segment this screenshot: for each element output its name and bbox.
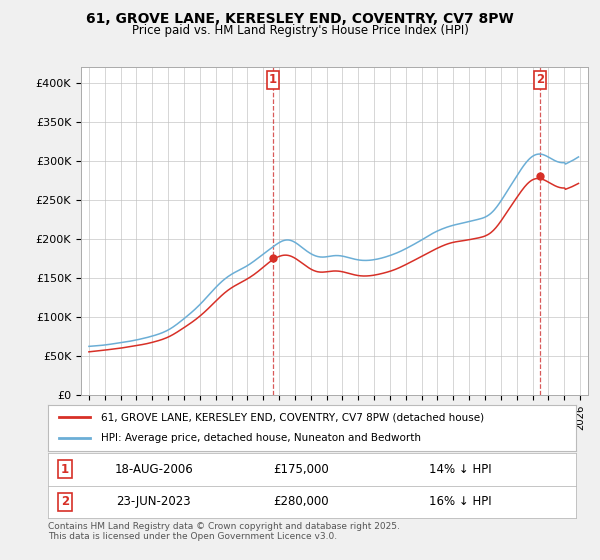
Text: 23-JUN-2023: 23-JUN-2023 [116, 495, 191, 508]
Text: 18-AUG-2006: 18-AUG-2006 [114, 463, 193, 476]
Text: 1: 1 [61, 463, 69, 476]
Text: £175,000: £175,000 [274, 463, 329, 476]
Text: 2: 2 [536, 73, 544, 86]
Text: Contains HM Land Registry data © Crown copyright and database right 2025.
This d: Contains HM Land Registry data © Crown c… [48, 522, 400, 542]
Text: 2: 2 [61, 495, 69, 508]
Text: 16% ↓ HPI: 16% ↓ HPI [428, 495, 491, 508]
Text: 61, GROVE LANE, KERESLEY END, COVENTRY, CV7 8PW (detached house): 61, GROVE LANE, KERESLEY END, COVENTRY, … [101, 412, 484, 422]
Text: Price paid vs. HM Land Registry's House Price Index (HPI): Price paid vs. HM Land Registry's House … [131, 24, 469, 37]
Text: 61, GROVE LANE, KERESLEY END, COVENTRY, CV7 8PW: 61, GROVE LANE, KERESLEY END, COVENTRY, … [86, 12, 514, 26]
Text: £280,000: £280,000 [274, 495, 329, 508]
Text: 14% ↓ HPI: 14% ↓ HPI [428, 463, 491, 476]
Text: 1: 1 [269, 73, 277, 86]
Text: HPI: Average price, detached house, Nuneaton and Bedworth: HPI: Average price, detached house, Nune… [101, 433, 421, 444]
